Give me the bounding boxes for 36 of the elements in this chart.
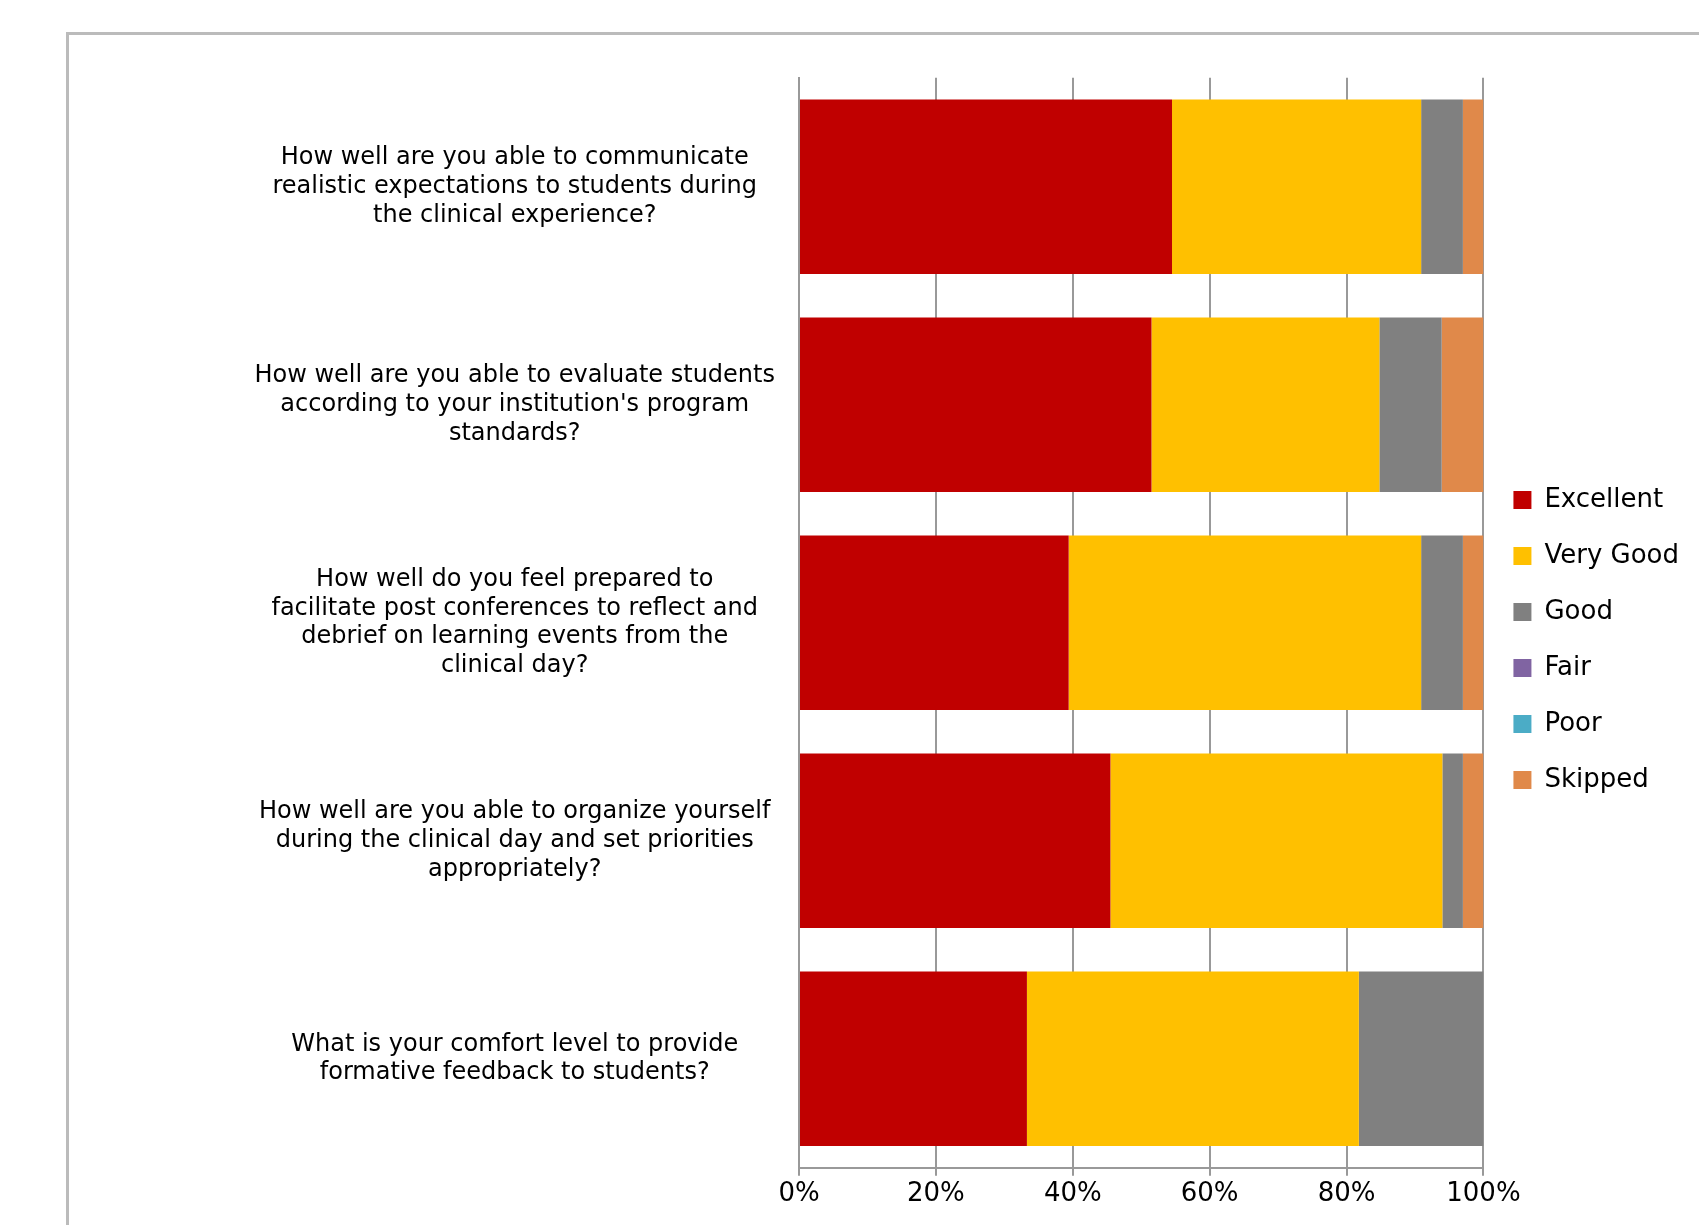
legend-label: Skipped <box>1544 762 1649 793</box>
bar <box>1442 753 1463 928</box>
y-tick-label: What is your comfort level to provide formative feedback to students? <box>291 1028 739 1086</box>
legend-label: Excellent <box>1544 482 1664 513</box>
x-tick-label: 0% <box>778 1177 820 1208</box>
bar <box>1026 971 1359 1146</box>
x-tick-label: 100% <box>1446 1177 1521 1208</box>
bar <box>1358 971 1484 1146</box>
x-tick-label: 40% <box>1043 1177 1102 1208</box>
bar <box>1462 535 1484 710</box>
bar <box>1441 317 1484 492</box>
y-tick-label: How well do you feel prepared to facilitate post conferences to reflect and debrief on learning events from the clinical day? <box>271 563 758 679</box>
bar <box>1172 99 1422 274</box>
x-tick-label: 20% <box>906 1177 965 1208</box>
bar <box>1068 535 1422 710</box>
bar <box>800 535 1069 710</box>
x-tick-label: 60% <box>1180 1177 1239 1208</box>
legend-label: Poor <box>1544 706 1602 737</box>
legend-label: Very Good <box>1544 538 1680 569</box>
legend-label: Good <box>1544 594 1613 625</box>
bar <box>1421 99 1463 274</box>
bar <box>1462 753 1484 928</box>
bar <box>1421 535 1463 710</box>
x-tick-label: 80% <box>1317 1177 1376 1208</box>
bar <box>800 99 1173 274</box>
bar <box>1110 753 1443 928</box>
y-tick-label: How well are you able to organize yourself during the clinical day and set priorities appropriately? <box>258 796 772 882</box>
bar <box>1151 317 1380 492</box>
y-tick-label: How well are you able to evaluate students according to your institution's program standards? <box>254 360 775 446</box>
bar <box>1462 99 1484 274</box>
bar <box>800 753 1111 928</box>
bar <box>800 971 1027 1146</box>
legend-label: Fair <box>1544 650 1592 681</box>
bar <box>1379 317 1442 492</box>
y-tick-label: How well are you able to communicate realistic expectations to students during the clinical experience? <box>272 142 757 228</box>
bar <box>800 317 1152 492</box>
